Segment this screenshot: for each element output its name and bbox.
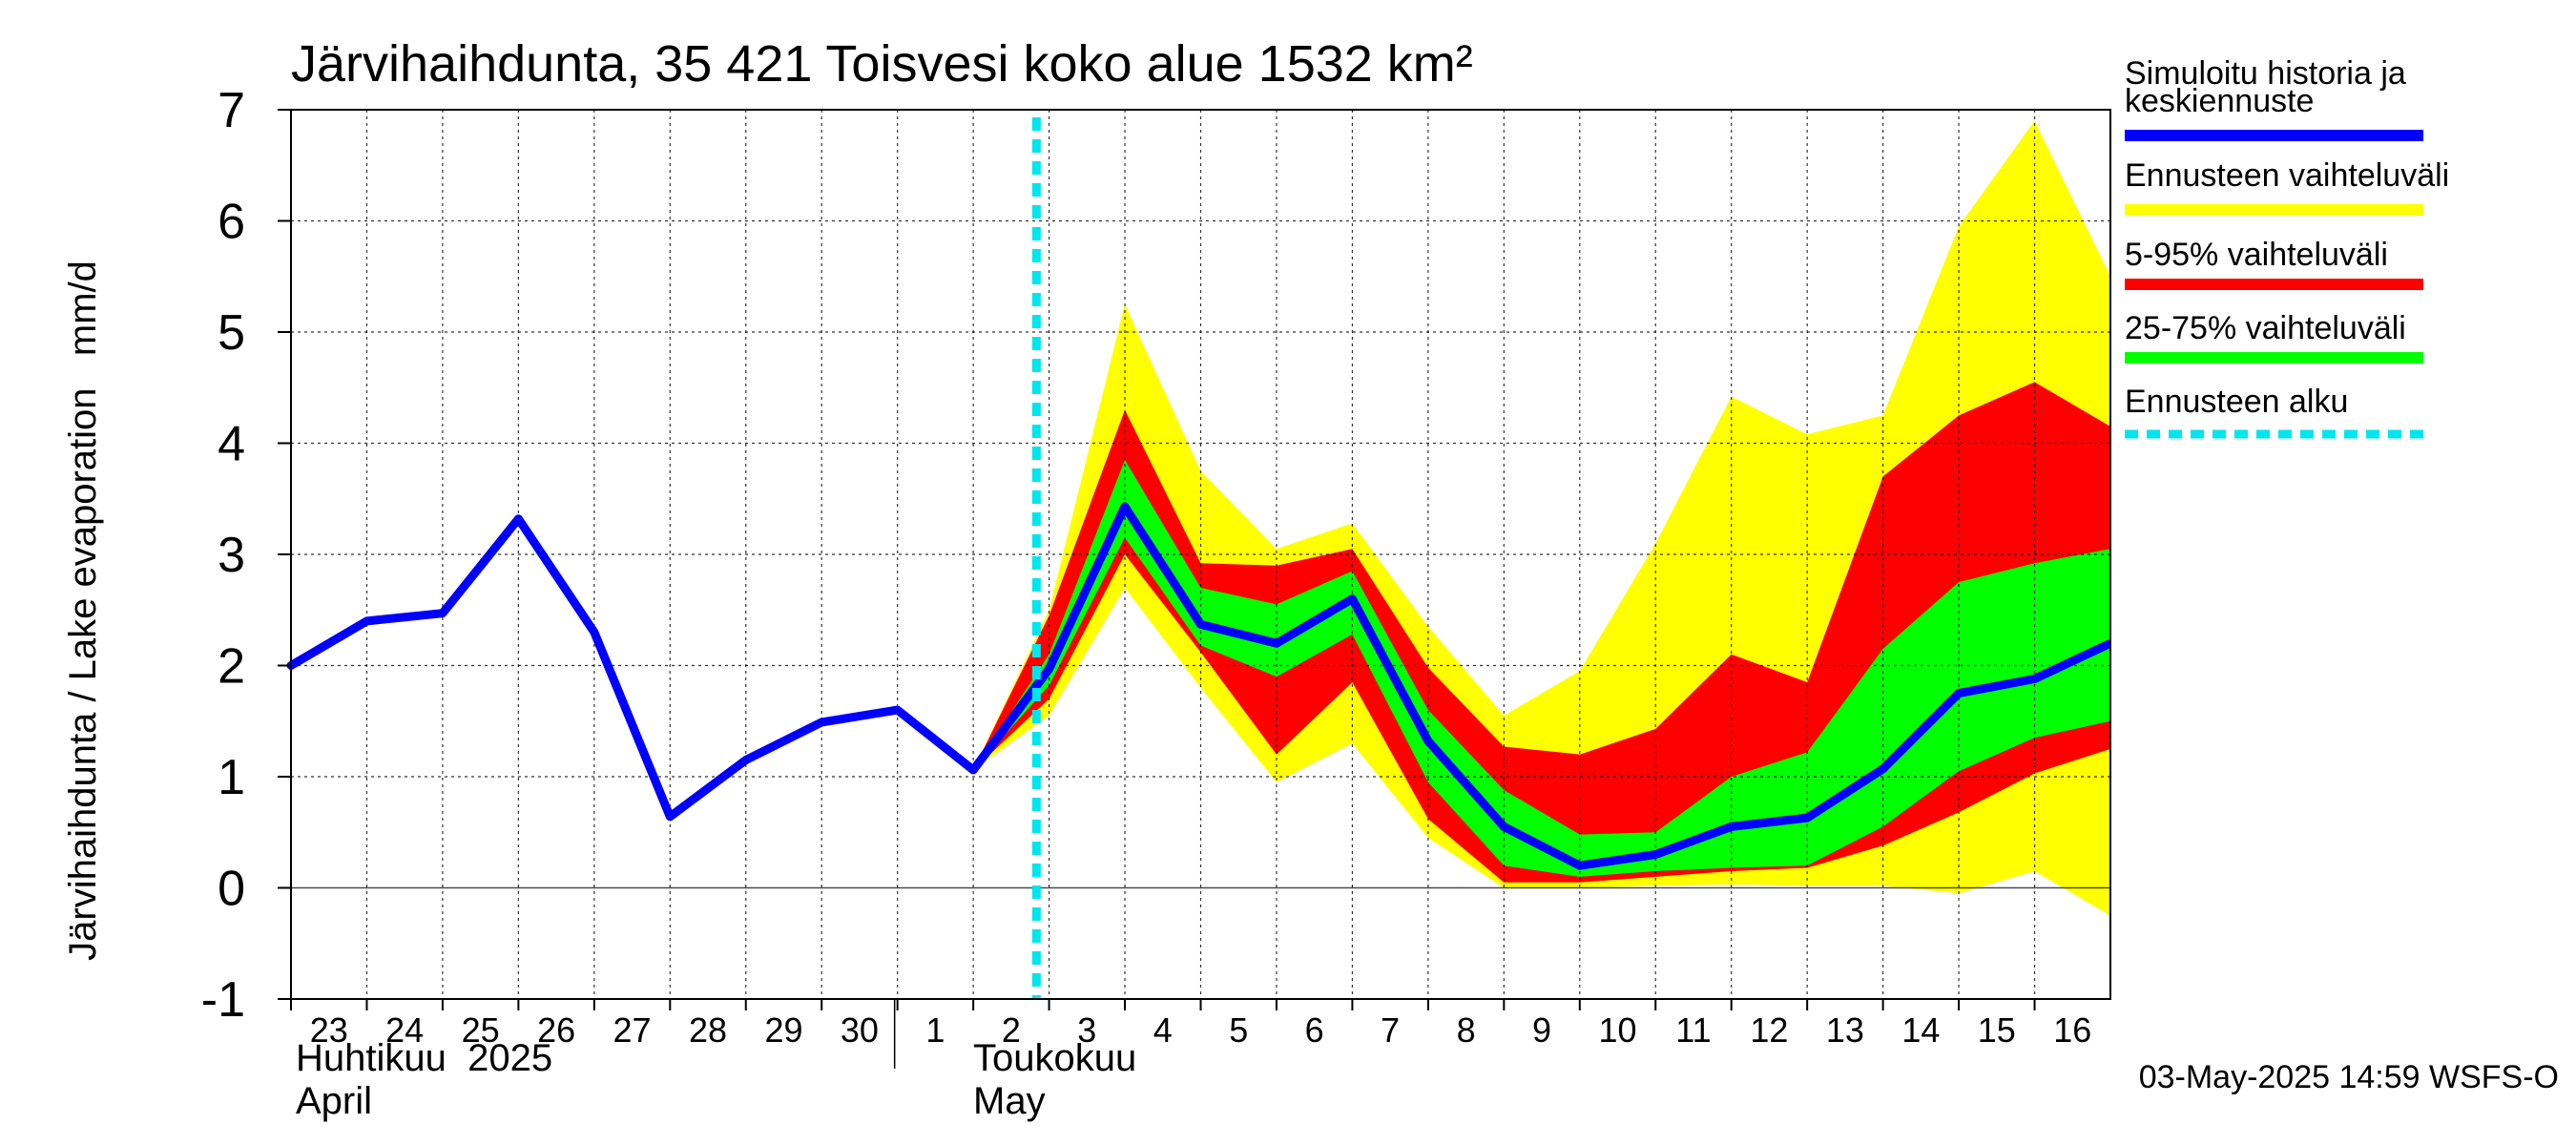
y-tick-label: 1 — [218, 750, 245, 805]
y-tick-label: 2 — [218, 639, 245, 695]
x-tick-label: 4 — [1153, 1010, 1173, 1050]
x-tick-label: 2 — [1002, 1010, 1021, 1050]
y-tick-label: 0 — [218, 862, 245, 917]
legend-forecast-start-label: Ennusteen alku — [2125, 384, 2348, 420]
timestamp: 03-May-2025 14:59 WSFS-O — [2139, 1059, 2559, 1095]
y-tick-label: 4 — [218, 417, 245, 472]
history-line — [286, 514, 978, 822]
x-tick-label: 1 — [925, 1010, 945, 1050]
x-tick-label: 10 — [1598, 1010, 1636, 1050]
forecast-median-line — [969, 502, 2112, 870]
x-tick-label: 24 — [385, 1010, 424, 1050]
x-tick-label: 27 — [613, 1010, 652, 1050]
x-tick-label: 7 — [1381, 1010, 1400, 1050]
x-tick-label: 29 — [764, 1010, 802, 1050]
x-tick-label: 3 — [1077, 1010, 1096, 1050]
month-label-may-en: May — [973, 1080, 1046, 1122]
x-tick-label: 5 — [1229, 1010, 1248, 1050]
month-label-april-fi: Huhtikuu 2025 — [296, 1037, 552, 1079]
x-tick-label: 28 — [689, 1010, 727, 1050]
x-tick-label: 6 — [1305, 1010, 1324, 1050]
x-tick-label: 26 — [537, 1010, 575, 1050]
x-tick-label: 14 — [1901, 1010, 1940, 1050]
plot-right-line-mask — [2111, 0, 2576, 1011]
legend-forecast-range-label: Ennusteen vaihteluväli — [2125, 157, 2449, 194]
legend-history-median-label: Simuloitu historia ja — [2125, 55, 2406, 92]
legend-5-95-label: 5-95% vaihteluväli — [2125, 237, 2388, 273]
x-tick-label: 13 — [1826, 1010, 1864, 1050]
x-tick-label: 11 — [1675, 1010, 1711, 1050]
y-tick-label: 5 — [218, 305, 245, 361]
x-tick-label: 23 — [310, 1010, 348, 1050]
y-tick-label: 7 — [218, 83, 245, 138]
x-tick-label: 30 — [841, 1010, 879, 1050]
month-label-april-en: April — [296, 1080, 372, 1122]
y-tick-label: -1 — [201, 972, 245, 1028]
y-axis-label: Järvihaihdunta / Lake evaporation mm/d — [62, 260, 104, 961]
legend-history-median-label-cont: keskiennuste — [2125, 83, 2314, 119]
y-tick-label: 6 — [218, 195, 245, 250]
legend-25-75-label: 25-75% vaihteluväli — [2125, 310, 2406, 346]
x-tick-label: 12 — [1750, 1010, 1788, 1050]
x-tick-label: 25 — [462, 1010, 500, 1050]
chart-title: Järvihaihdunta, 35 421 Toisvesi koko alu… — [291, 35, 1473, 93]
x-tick-label: 15 — [1978, 1010, 2016, 1050]
x-tick-label: 8 — [1457, 1010, 1476, 1050]
x-tick-label: 16 — [2053, 1010, 2091, 1050]
y-tick-label: 3 — [218, 528, 245, 583]
percentile-25-75-band — [973, 460, 2110, 877]
month-label-may-fi: Toukokuu — [973, 1037, 1136, 1079]
x-tick-label: 9 — [1532, 1010, 1551, 1050]
